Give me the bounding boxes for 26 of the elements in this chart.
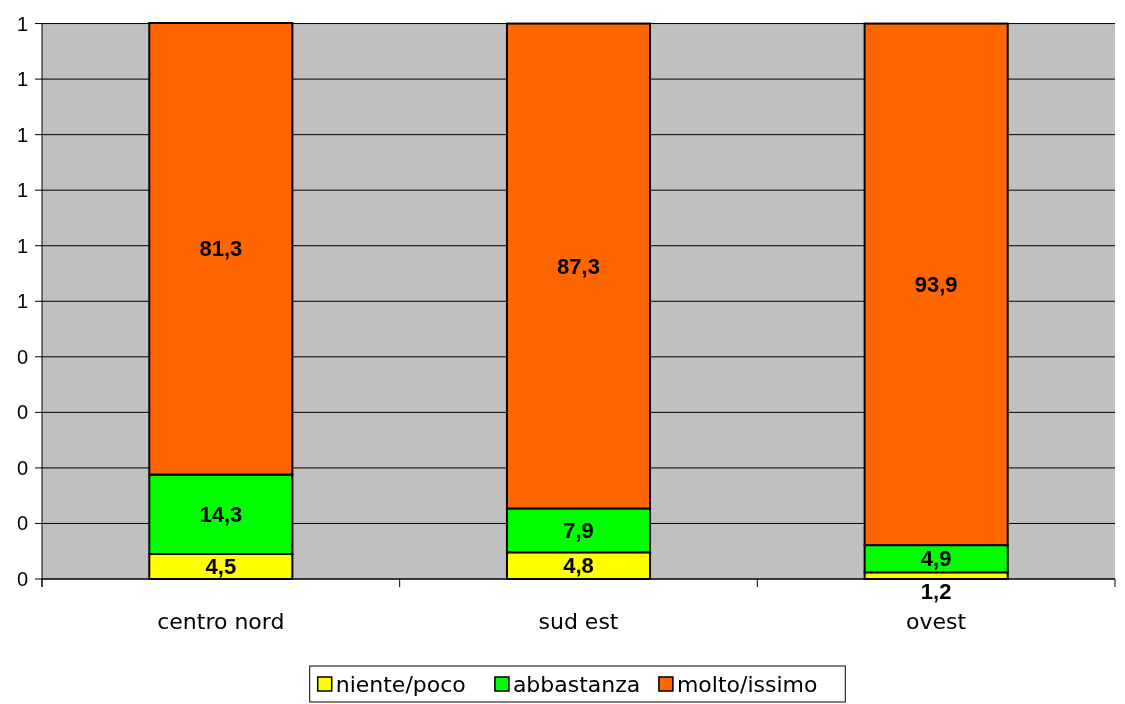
x-tick-label: ovest <box>906 609 967 634</box>
data-label: 1,2 <box>920 579 952 604</box>
legend-label: molto/issimo <box>676 671 818 697</box>
y-tick-label: 1 <box>16 179 28 202</box>
data-label: 7,9 <box>563 518 594 544</box>
x-tick-label: centro nord <box>157 609 285 634</box>
data-label: 87,3 <box>557 253 600 279</box>
data-label: 4,8 <box>563 553 594 579</box>
legend-label: niente/poco <box>335 671 466 697</box>
data-label: 4,9 <box>920 546 952 572</box>
y-tick-label: 0 <box>16 512 28 535</box>
data-label: 14,3 <box>199 501 243 527</box>
x-tick-label: sud est <box>538 609 619 634</box>
y-tick-label: 0 <box>16 345 28 368</box>
y-tick-label: 0 <box>16 401 28 424</box>
y-tick-label: 1 <box>16 290 28 313</box>
data-label: 93,9 <box>914 272 958 298</box>
y-tick-label: 0 <box>16 456 28 479</box>
y-tick-label: 1 <box>16 12 28 35</box>
legend-label: abbastanza <box>512 671 641 697</box>
y-tick-label: 1 <box>16 123 28 146</box>
y-tick-label: 0 <box>16 568 28 590</box>
data-label: 4,5 <box>205 554 237 580</box>
y-tick-label: 1 <box>16 68 28 91</box>
y-tick-label: 1 <box>16 234 28 257</box>
data-label: 81,3 <box>199 236 243 262</box>
